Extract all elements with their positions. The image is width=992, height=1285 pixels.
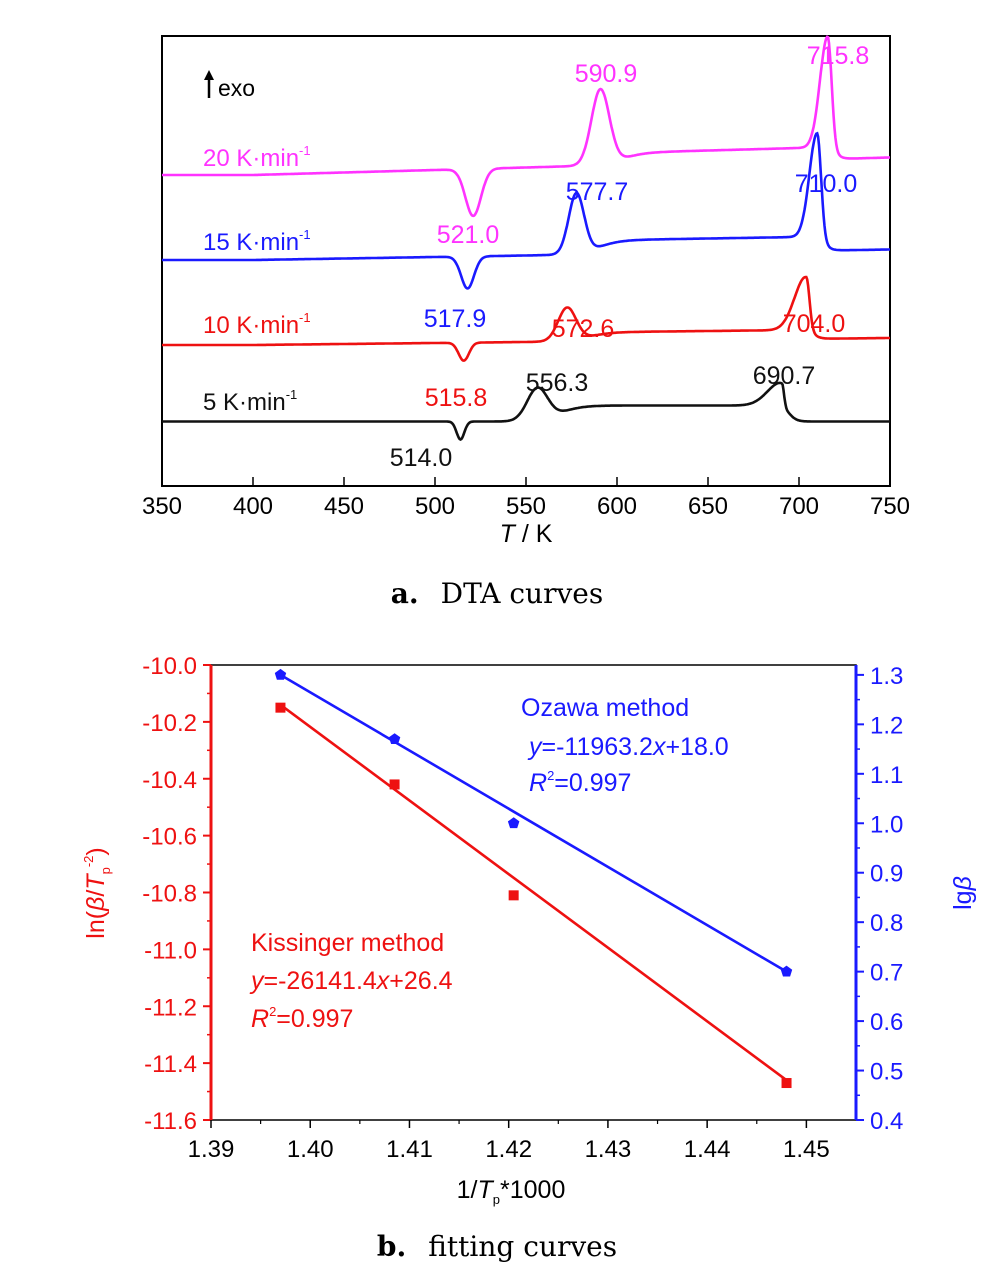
dta-curve-red <box>162 275 890 362</box>
right-y-tick-label: 1.2 <box>870 712 903 739</box>
kissinger-annotation: Kissinger method y=-26141.4x+26.4 R2=0.9… <box>249 929 453 1033</box>
rate-label: 20 K·min-1 <box>203 143 311 172</box>
right-y-tick-label: 0.6 <box>870 1009 903 1036</box>
right-y-tick-label: 0.5 <box>870 1059 903 1086</box>
rate-label: 10 K·min-1 <box>203 310 311 339</box>
ozawa-equation: y=-11963.2x+18.0 <box>527 733 729 761</box>
ozawa-point <box>274 668 287 680</box>
peak-label: 514.0 <box>390 444 453 472</box>
dta-x-ticks: 350 400 450 500 550 600 650 700 750 <box>142 477 910 520</box>
fitting-x-ticks: 1.39 1.40 1.41 1.42 1.43 1.44 1.45 <box>188 1120 830 1163</box>
peak-label: 704.0 <box>783 310 846 338</box>
dta-x-axis-label: T / K <box>500 520 553 548</box>
kissinger-point <box>508 890 519 901</box>
peak-label: 521.0 <box>437 221 500 249</box>
kissinger-point <box>781 1078 792 1089</box>
exo-arrowhead-icon <box>204 70 214 80</box>
kissinger-equation: y=-26141.4x+26.4 <box>249 967 453 995</box>
left-y-tick-label: -10.6 <box>142 824 197 851</box>
dta-curve-blue <box>162 131 890 290</box>
right-y-tick-label: 0.4 <box>870 1108 903 1135</box>
left-y-axis-label: ln(β/Tp-2) <box>81 847 113 938</box>
dta-chart: 350 400 450 500 550 600 650 700 750 exo 20 K·min… <box>142 35 910 610</box>
left-y-tick-label: -11.4 <box>144 1051 197 1078</box>
caption-b: b. fitting curves <box>377 1230 617 1263</box>
fitting-x-tick-label: 1.45 <box>783 1136 830 1163</box>
fitting-series <box>274 668 793 1089</box>
ozawa-r2: R2=0.997 <box>529 768 631 797</box>
left-y-tick-label: -10.0 <box>142 653 197 680</box>
ozawa-annotation: Ozawa method y=-11963.2x+18.0 R2=0.997 <box>521 694 729 797</box>
rate-label: 15 K·min-1 <box>203 227 311 256</box>
right-y-tick-label: 1.1 <box>870 762 903 789</box>
fitting-x-tick-label: 1.42 <box>485 1136 532 1163</box>
peak-label: 690.7 <box>753 362 816 390</box>
peak-label: 517.9 <box>424 305 487 333</box>
rate-labels: 20 K·min-1 15 K·min-1 10 K·min-1 5 K·min-1 <box>203 143 311 416</box>
fitting-x-tick-label: 1.44 <box>684 1136 731 1163</box>
dta-x-tick-label: 600 <box>597 493 637 520</box>
peak-label: 572.6 <box>552 315 615 343</box>
dta-curve-black <box>162 381 890 441</box>
fitting-x-tick-label: 1.41 <box>386 1136 433 1163</box>
fitting-chart: -10.0 -10.2 -10.4 -10.6 -10.8 -11.0 -11.2 -11.4… <box>81 653 977 1263</box>
right-y-tick-label: 0.7 <box>870 960 903 987</box>
right-y-tick-label: 1.0 <box>870 811 903 838</box>
exo-label: exo <box>218 75 255 101</box>
fitting-x-axis-label: 1/Tp*1000 <box>457 1176 566 1207</box>
right-y-ticks: 1.3 1.2 1.1 1.0 0.9 0.8 0.7 0.6 0.5 0.4 <box>856 663 903 1135</box>
dta-x-tick-label: 350 <box>142 493 182 520</box>
ozawa-point <box>388 733 401 744</box>
left-y-tick-label: -11.0 <box>144 937 197 964</box>
fitting-x-tick-label: 1.39 <box>188 1136 235 1163</box>
kissinger-point <box>275 702 286 713</box>
ozawa-point <box>507 817 520 829</box>
peak-label: 515.8 <box>425 384 488 412</box>
peak-label: 556.3 <box>526 369 589 397</box>
kissinger-title: Kissinger method <box>251 929 444 957</box>
left-y-ticks: -10.0 -10.2 -10.4 -10.6 -10.8 -11.0 -11.2 -11.4… <box>142 653 211 1135</box>
ozawa-fit-line <box>279 673 788 973</box>
left-y-tick-label: -10.2 <box>142 710 197 737</box>
fitting-x-tick-label: 1.40 <box>287 1136 334 1163</box>
dta-curve-magenta <box>162 35 890 218</box>
rate-label: 5 K·min-1 <box>203 387 297 416</box>
ozawa-title: Ozawa method <box>521 694 689 722</box>
peak-label: 710.0 <box>795 170 858 198</box>
dta-x-tick-label: 450 <box>324 493 364 520</box>
left-y-tick-label: -11.2 <box>144 994 197 1021</box>
right-y-tick-label: 1.3 <box>870 663 903 690</box>
dta-x-tick-label: 550 <box>506 493 546 520</box>
left-y-tick-label: -11.6 <box>144 1108 197 1135</box>
kissinger-fit-line <box>279 703 788 1082</box>
dta-x-tick-label: 650 <box>688 493 728 520</box>
dta-x-tick-label: 750 <box>870 493 910 520</box>
peak-labels: 715.8 590.9 521.0 710.0 577.7 517.9 704.0 572.6… <box>390 42 870 472</box>
peak-label: 590.9 <box>575 60 638 88</box>
right-y-tick-label: 0.8 <box>870 910 903 937</box>
dta-x-tick-label: 500 <box>415 493 455 520</box>
left-y-tick-label: -10.8 <box>142 881 197 908</box>
peak-label: 715.8 <box>807 42 870 70</box>
caption-a: a. DTA curves <box>391 577 603 610</box>
kissinger-point <box>389 779 400 790</box>
fitting-x-tick-label: 1.43 <box>585 1136 632 1163</box>
ozawa-point <box>780 965 793 977</box>
dta-curves <box>162 35 890 441</box>
right-y-axis-label: lgβ <box>949 876 977 910</box>
exo-indicator: exo <box>204 70 255 101</box>
kissinger-r2: R2=0.997 <box>251 1004 353 1033</box>
dta-x-tick-label: 700 <box>779 493 819 520</box>
dta-x-tick-label: 400 <box>233 493 273 520</box>
peak-label: 577.7 <box>566 178 629 206</box>
right-y-tick-label: 0.9 <box>870 861 903 888</box>
left-y-tick-label: -10.4 <box>142 767 197 794</box>
